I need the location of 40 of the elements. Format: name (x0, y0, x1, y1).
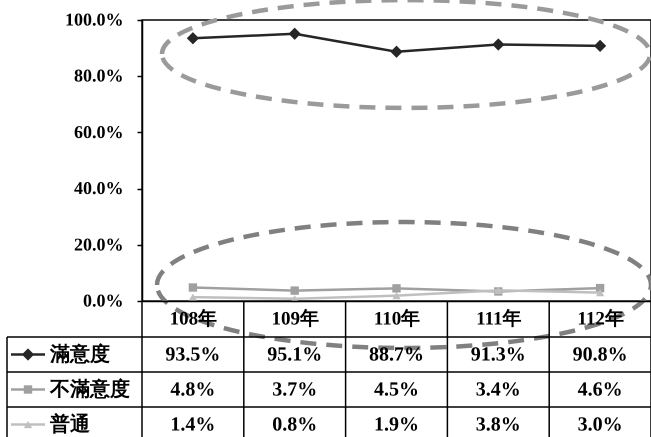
data-label: 88.7% (369, 344, 424, 366)
point (392, 284, 401, 293)
y-tick-label: 0.0% (83, 290, 124, 310)
data-label: 1.9% (374, 414, 419, 436)
point (186, 32, 200, 44)
x-tick-label: 109年 (271, 308, 319, 330)
point (290, 286, 299, 295)
data-label: 95.1% (267, 344, 322, 366)
y-tick-label: 80.0% (74, 66, 124, 86)
point (188, 283, 198, 292)
point (390, 46, 403, 58)
y-tick-label: 60.0% (74, 122, 124, 142)
data-label: 3.0% (578, 414, 623, 436)
data-label: 91.3% (470, 344, 526, 366)
legend-label: 滿意度 (49, 342, 110, 366)
point (392, 292, 401, 300)
data-label: 90.8% (572, 344, 628, 366)
data-label: 93.5% (165, 344, 220, 366)
point (492, 38, 504, 51)
data-label: 4.8% (170, 378, 216, 400)
point (596, 288, 604, 296)
legend-label: 不滿意度 (49, 378, 130, 400)
point (288, 28, 301, 40)
point (188, 293, 198, 301)
y-tick-label: 40.0% (74, 178, 124, 198)
legend-label: 普通 (49, 412, 90, 436)
data-label: 4.6% (578, 378, 623, 400)
x-tick-label: 108年 (170, 308, 218, 330)
data-label: 4.5% (374, 378, 419, 400)
x-tick-label: 110年 (374, 308, 420, 330)
data-label: 0.8% (272, 414, 318, 436)
data-label: 1.4% (170, 414, 216, 436)
x-tick-label: 111年 (476, 308, 522, 330)
data-label: 3.7% (272, 378, 318, 400)
point (594, 40, 606, 52)
data-label: 3.8% (476, 414, 521, 436)
y-tick-label: 20.0% (74, 234, 124, 254)
y-tick-label: 100.0% (65, 10, 124, 30)
x-tick-label: 112年 (577, 308, 624, 330)
data-label: 3.4% (476, 378, 521, 400)
